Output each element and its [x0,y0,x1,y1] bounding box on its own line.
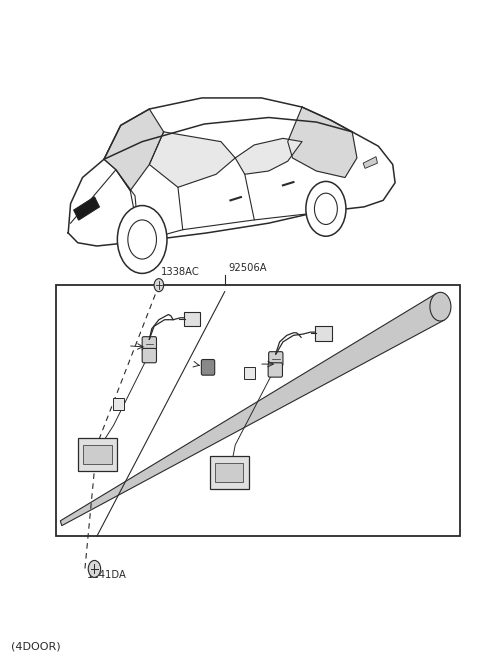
Text: 92550: 92550 [185,308,217,318]
Text: (4DOOR): (4DOOR) [11,642,60,652]
FancyBboxPatch shape [142,337,156,351]
Circle shape [88,560,101,577]
FancyBboxPatch shape [56,285,459,537]
Circle shape [117,205,167,274]
Text: 18643D: 18643D [106,341,144,351]
Polygon shape [74,197,99,220]
Polygon shape [60,293,444,525]
FancyBboxPatch shape [78,438,117,471]
Text: 85316: 85316 [172,359,204,370]
FancyBboxPatch shape [315,326,332,340]
Text: 92550: 92550 [307,321,338,331]
Text: 1141DA: 1141DA [87,571,127,581]
FancyBboxPatch shape [268,363,282,377]
FancyBboxPatch shape [269,352,283,366]
FancyBboxPatch shape [84,445,112,464]
FancyBboxPatch shape [244,367,255,379]
Circle shape [430,293,451,321]
Text: 1338AC: 1338AC [161,267,200,277]
FancyBboxPatch shape [113,398,123,410]
Circle shape [306,182,346,236]
Polygon shape [288,107,357,178]
FancyBboxPatch shape [142,348,156,363]
FancyBboxPatch shape [201,359,215,375]
Polygon shape [149,132,235,188]
Circle shape [154,279,164,292]
FancyBboxPatch shape [215,463,243,482]
Polygon shape [363,157,377,169]
FancyBboxPatch shape [210,456,249,489]
Polygon shape [235,138,302,174]
Text: 92506A: 92506A [228,262,267,272]
FancyBboxPatch shape [184,312,200,326]
Text: 18643D: 18643D [280,363,319,373]
Polygon shape [104,109,164,190]
